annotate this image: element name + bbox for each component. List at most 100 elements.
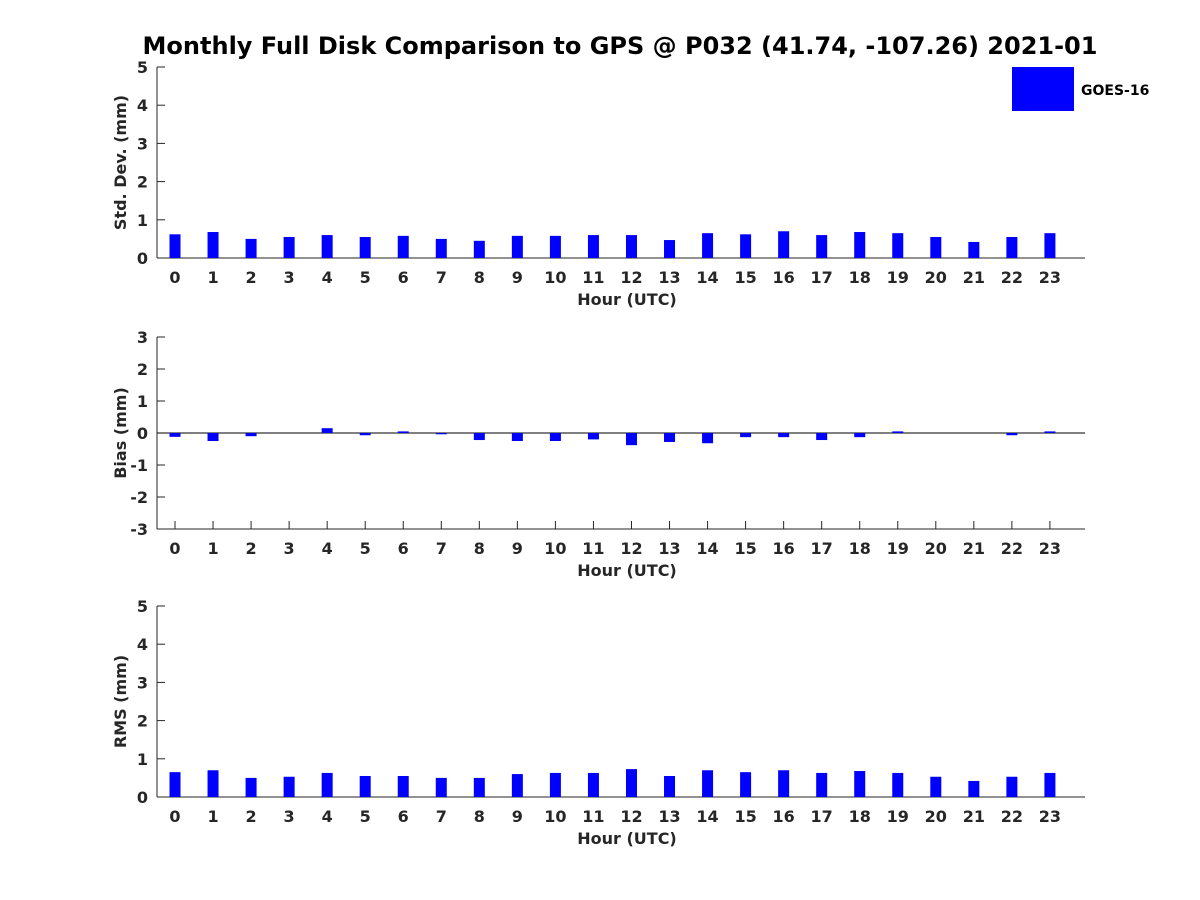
x-tick-label: 23 bbox=[1039, 268, 1061, 287]
x-tick-label: 11 bbox=[582, 807, 604, 826]
bar bbox=[549, 772, 561, 797]
bar bbox=[778, 231, 790, 258]
bar bbox=[740, 772, 752, 797]
x-tick-label: 19 bbox=[887, 807, 909, 826]
x-tick-label: 7 bbox=[436, 807, 447, 826]
x-tick-label: 6 bbox=[398, 807, 409, 826]
y-tick-label: 0 bbox=[137, 788, 148, 807]
bar bbox=[968, 241, 980, 258]
bar bbox=[397, 775, 409, 797]
y-tick-label: 3 bbox=[137, 673, 148, 692]
bar bbox=[1006, 776, 1018, 797]
bar bbox=[473, 240, 485, 258]
x-tick-label: 10 bbox=[544, 807, 566, 826]
x-tick-label: 9 bbox=[512, 807, 523, 826]
x-tick-label: 17 bbox=[811, 268, 833, 287]
x-tick-label: 5 bbox=[360, 539, 371, 558]
y-tick-label: 2 bbox=[137, 712, 148, 731]
bar bbox=[587, 772, 599, 797]
bar bbox=[511, 774, 523, 797]
bar bbox=[1044, 772, 1056, 797]
y-tick-label: 2 bbox=[137, 173, 148, 192]
bar bbox=[283, 236, 295, 258]
bar bbox=[397, 235, 409, 258]
legend-swatch bbox=[1012, 67, 1074, 111]
x-tick-label: 2 bbox=[246, 539, 257, 558]
x-tick-label: 14 bbox=[696, 268, 718, 287]
bar bbox=[816, 772, 828, 797]
bar bbox=[664, 240, 676, 258]
bar bbox=[625, 235, 637, 258]
x-tick-label: 0 bbox=[169, 268, 180, 287]
y-tick-label: 5 bbox=[137, 597, 148, 616]
y-tick-label: 1 bbox=[137, 750, 148, 769]
x-tick-label: 15 bbox=[734, 539, 756, 558]
bar bbox=[1044, 431, 1056, 433]
x-tick-label: 12 bbox=[620, 807, 642, 826]
x-tick-label: 5 bbox=[360, 268, 371, 287]
x-tick-label: 19 bbox=[887, 268, 909, 287]
y-tick-label: 2 bbox=[137, 360, 148, 379]
y-axis-label: Std. Dev. (mm) bbox=[111, 95, 130, 230]
bar bbox=[549, 433, 561, 441]
bar bbox=[473, 433, 485, 441]
bar bbox=[702, 770, 714, 797]
bar bbox=[930, 236, 942, 258]
bar bbox=[778, 770, 790, 797]
bar bbox=[854, 771, 866, 797]
x-tick-label: 21 bbox=[963, 268, 985, 287]
x-tick-label: 22 bbox=[1001, 268, 1023, 287]
bar bbox=[207, 770, 219, 797]
x-tick-label: 21 bbox=[963, 807, 985, 826]
x-tick-label: 14 bbox=[696, 539, 718, 558]
x-tick-label: 10 bbox=[544, 539, 566, 558]
x-tick-label: 2 bbox=[246, 807, 257, 826]
bar bbox=[625, 769, 637, 797]
x-tick-label: 2 bbox=[246, 268, 257, 287]
bar bbox=[359, 775, 371, 797]
bar bbox=[702, 233, 714, 258]
x-tick-label: 21 bbox=[963, 539, 985, 558]
bar bbox=[816, 433, 828, 441]
x-tick-label: 15 bbox=[734, 268, 756, 287]
x-tick-label: 16 bbox=[773, 807, 795, 826]
x-tick-label: 20 bbox=[925, 807, 947, 826]
bar bbox=[892, 431, 904, 433]
x-tick-label: 16 bbox=[773, 539, 795, 558]
x-tick-label: 17 bbox=[811, 807, 833, 826]
x-tick-label: 23 bbox=[1039, 807, 1061, 826]
x-tick-label: 13 bbox=[658, 539, 680, 558]
bar bbox=[169, 772, 181, 797]
x-tick-label: 17 bbox=[811, 539, 833, 558]
x-axis-label: Hour (UTC) bbox=[577, 290, 677, 309]
y-tick-label: -3 bbox=[130, 520, 148, 539]
x-tick-label: 20 bbox=[925, 268, 947, 287]
x-tick-label: 23 bbox=[1039, 539, 1061, 558]
x-tick-label: 6 bbox=[398, 539, 409, 558]
x-tick-label: 4 bbox=[322, 268, 333, 287]
bar bbox=[740, 234, 752, 258]
x-tick-label: 22 bbox=[1001, 807, 1023, 826]
bar bbox=[207, 232, 219, 258]
bar bbox=[854, 433, 866, 438]
bar bbox=[321, 772, 333, 797]
x-tick-label: 3 bbox=[284, 807, 295, 826]
bar bbox=[1006, 433, 1018, 436]
legend: GOES-16 bbox=[1012, 67, 1149, 111]
y-tick-label: 0 bbox=[137, 424, 148, 443]
bar bbox=[664, 433, 676, 442]
bar bbox=[816, 235, 828, 258]
bar bbox=[169, 234, 181, 258]
bar bbox=[892, 233, 904, 258]
x-axis-label: Hour (UTC) bbox=[577, 829, 677, 848]
y-tick-label: 1 bbox=[137, 211, 148, 230]
x-tick-label: 4 bbox=[322, 539, 333, 558]
y-tick-label: 0 bbox=[137, 249, 148, 268]
x-tick-label: 20 bbox=[925, 539, 947, 558]
y-tick-label: -1 bbox=[130, 456, 148, 475]
bar bbox=[321, 235, 333, 258]
y-tick-label: 5 bbox=[137, 58, 148, 77]
x-tick-label: 12 bbox=[620, 539, 642, 558]
